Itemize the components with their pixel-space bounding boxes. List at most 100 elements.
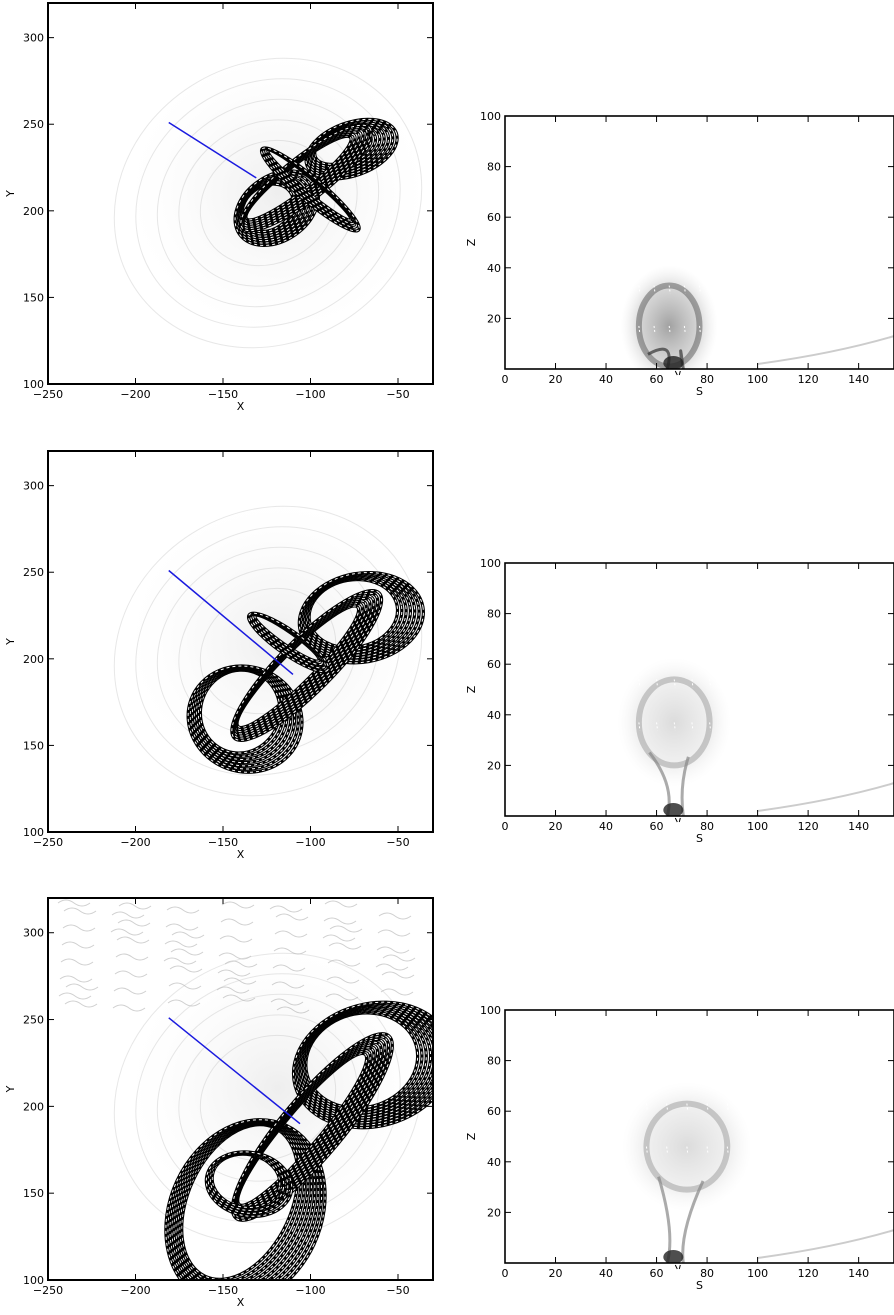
image-field (113, 53, 428, 349)
y-tick-label: 100 (23, 1274, 44, 1287)
x-tick-label: −250 (33, 1284, 63, 1297)
y-axis-title: Y (4, 638, 17, 646)
x-tick-label: 20 (549, 373, 563, 386)
image-field (620, 265, 894, 369)
x-tick-label: −200 (120, 388, 150, 401)
x-tick-label: 60 (650, 373, 664, 386)
x-axis-title: X (237, 400, 245, 413)
x-tick-label: 80 (700, 1267, 714, 1280)
footpoint-marker (674, 1264, 681, 1270)
y-tick-label: 250 (23, 566, 44, 579)
x-tick-label: 80 (700, 820, 714, 833)
y-tick-label: 200 (23, 1100, 44, 1113)
footpoint-marker (674, 817, 681, 823)
image-field (622, 1082, 894, 1263)
x-tick-label: −100 (295, 836, 325, 849)
x-tick-label: 40 (599, 373, 613, 386)
y-tick-label: 100 (23, 378, 44, 391)
y-axis-title: Y (4, 1085, 17, 1093)
y-tick-label: 100 (480, 1004, 501, 1017)
x-tick-label: −100 (295, 1284, 325, 1297)
y-axis-title: Z (465, 685, 478, 693)
x-tick-label: 20 (549, 1267, 563, 1280)
y-tick-label: 80 (487, 161, 501, 174)
plot-frame (47, 2, 434, 385)
x-tick-label: 80 (700, 373, 714, 386)
y-tick-label: 40 (487, 1156, 501, 1169)
plot-frame (47, 897, 434, 1281)
y-tick-label: 40 (487, 262, 501, 275)
x-tick-label: −250 (33, 836, 63, 849)
chart-panel-4: 0 20 40 60 80 100 120 140 20 40 60 80 100 S Z (465, 557, 894, 845)
x-tick-label: 0 (502, 373, 509, 386)
x-axis-title: S (696, 1279, 703, 1292)
plot-frame (504, 562, 894, 817)
chart-panel-5: −250 −200 −150 −100 −50 100 150 200 250 300 X Y (4, 897, 434, 1309)
y-tick-label: 80 (487, 608, 501, 621)
x-tick-label: −50 (386, 388, 409, 401)
x-tick-label: −250 (33, 388, 63, 401)
x-tick-label: 120 (798, 820, 819, 833)
image-field (617, 657, 894, 816)
x-tick-label: 120 (798, 373, 819, 386)
y-tick-label: 80 (487, 1055, 501, 1068)
x-tick-label: 140 (848, 820, 869, 833)
y-tick-label: 60 (487, 658, 501, 671)
x-tick-label: 100 (747, 1267, 768, 1280)
x-tick-label: 40 (599, 820, 613, 833)
x-tick-label: 140 (848, 1267, 869, 1280)
y-tick-label: 200 (23, 653, 44, 666)
x-tick-label: 60 (650, 820, 664, 833)
x-tick-label: 60 (650, 1267, 664, 1280)
x-tick-label: 100 (747, 820, 768, 833)
y-tick-label: 20 (487, 312, 501, 325)
y-tick-label: 150 (23, 291, 44, 304)
x-tick-label: −50 (386, 836, 409, 849)
chart-panel-2: 0 20 40 60 80 100 120 140 20 40 60 80 100 S Z (465, 110, 894, 398)
y-tick-label: 300 (23, 480, 44, 493)
cut-line (168, 569, 294, 675)
cut-line (168, 1017, 301, 1125)
x-tick-label: 0 (502, 820, 509, 833)
x-tick-label: −100 (295, 388, 325, 401)
y-tick-label: 100 (480, 557, 501, 570)
x-axis-title: X (237, 1296, 245, 1309)
x-axis-title: X (237, 848, 245, 861)
chart-panel-1: −250 −200 −150 −100 −50 100 150 200 250 300 X Y (4, 2, 434, 413)
plot-frame (504, 115, 894, 370)
x-tick-label: −150 (208, 836, 238, 849)
y-tick-label: 150 (23, 739, 44, 752)
x-tick-label: 140 (848, 373, 869, 386)
y-tick-label: 60 (487, 211, 501, 224)
x-tick-label: 20 (549, 820, 563, 833)
chart-panel-6: 0 20 40 60 80 100 120 140 20 40 60 80 100 S Z (465, 1004, 894, 1292)
x-tick-label: −50 (386, 1284, 409, 1297)
y-tick-label: 20 (487, 1206, 501, 1219)
y-tick-label: 40 (487, 709, 501, 722)
x-tick-label: −200 (120, 836, 150, 849)
x-tick-label: 100 (747, 373, 768, 386)
plot-frame (504, 1009, 894, 1264)
y-tick-label: 150 (23, 1187, 44, 1200)
x-tick-label: 0 (502, 1267, 509, 1280)
y-axis-title: Z (465, 238, 478, 246)
x-tick-label: −200 (120, 1284, 150, 1297)
y-axis-title: Z (465, 1132, 478, 1140)
y-tick-label: 20 (487, 759, 501, 772)
x-tick-label: 40 (599, 1267, 613, 1280)
y-tick-label: 100 (480, 110, 501, 123)
x-axis-title: S (696, 832, 703, 845)
y-tick-label: 250 (23, 118, 44, 131)
x-axis-title: S (696, 385, 703, 398)
y-tick-label: 200 (23, 205, 44, 218)
x-tick-label: −150 (208, 388, 238, 401)
image-field (113, 501, 428, 797)
y-tick-label: 60 (487, 1105, 501, 1118)
footpoint-marker (674, 370, 681, 376)
x-tick-label: 120 (798, 1267, 819, 1280)
y-axis-title: Y (4, 190, 17, 198)
y-tick-label: 100 (23, 826, 44, 839)
y-tick-label: 300 (23, 927, 44, 940)
image-field (57, 899, 433, 1280)
